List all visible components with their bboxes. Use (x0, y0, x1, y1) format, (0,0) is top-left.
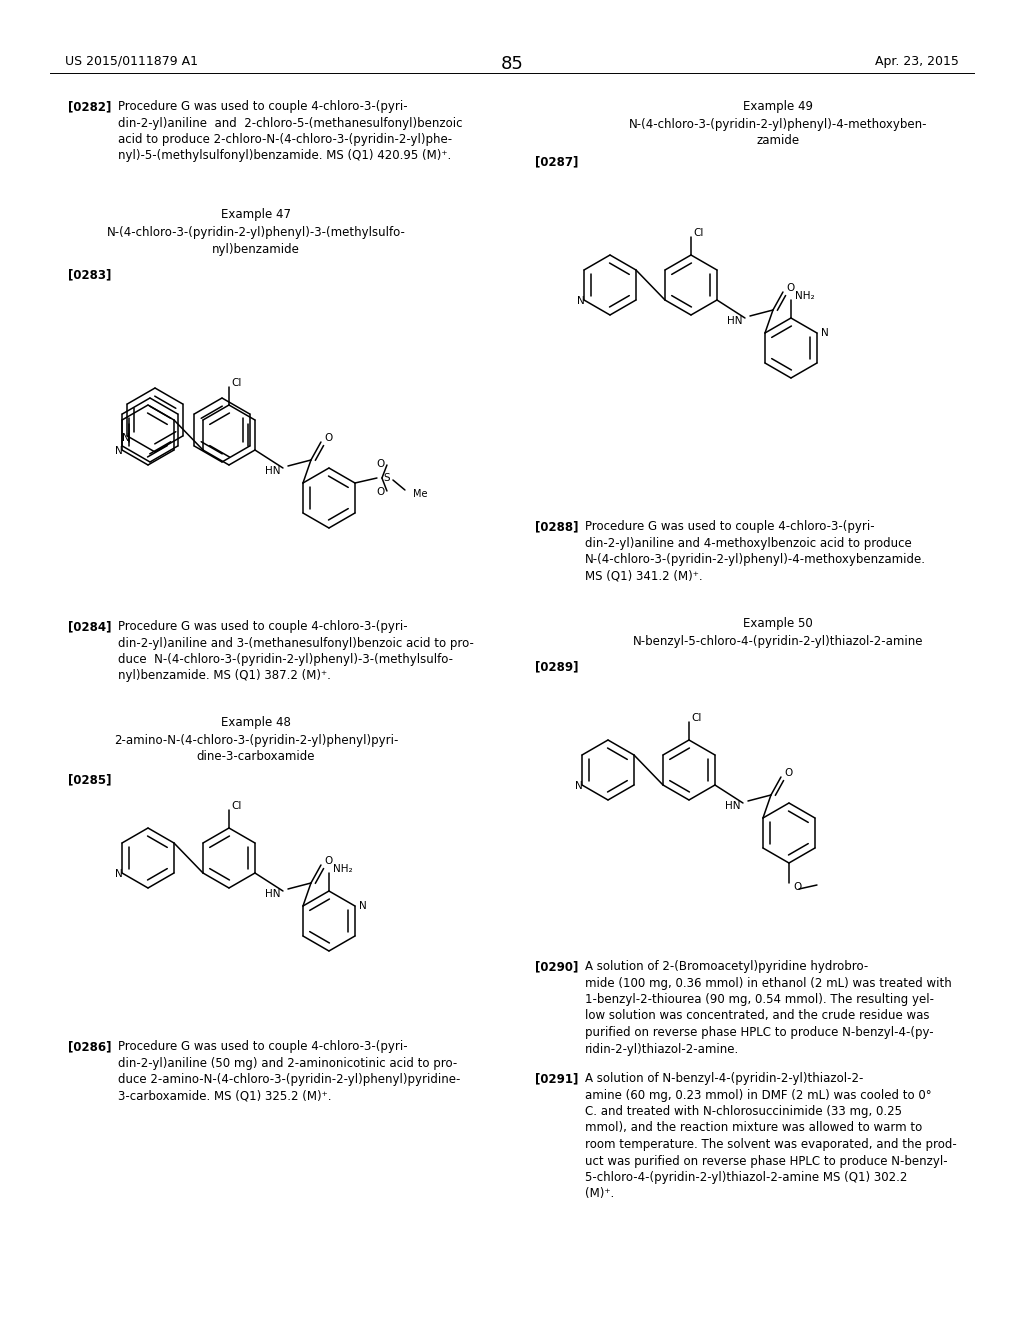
Text: O: O (324, 433, 332, 444)
Text: O: O (324, 855, 332, 866)
Text: Cl: Cl (231, 801, 242, 810)
Text: [0291]: [0291] (535, 1072, 579, 1085)
Text: A solution of 2-(Bromoacetyl)pyridine hydrobro-
mide (100 mg, 0.36 mmol) in etha: A solution of 2-(Bromoacetyl)pyridine hy… (585, 960, 951, 1056)
Text: N: N (575, 781, 583, 791)
Text: [0287]: [0287] (535, 154, 579, 168)
Text: A solution of N-benzyl-4-(pyridin-2-yl)thiazol-2-
amine (60 mg, 0.23 mmol) in DM: A solution of N-benzyl-4-(pyridin-2-yl)t… (585, 1072, 956, 1200)
Text: Apr. 23, 2015: Apr. 23, 2015 (876, 55, 959, 69)
Text: Example 48: Example 48 (221, 715, 291, 729)
Text: N-(4-chloro-3-(pyridin-2-yl)phenyl)-4-methoxyben-
zamide: N-(4-chloro-3-(pyridin-2-yl)phenyl)-4-me… (629, 117, 928, 148)
Text: HN: HN (725, 801, 741, 810)
Text: HN: HN (265, 466, 281, 477)
Text: [0285]: [0285] (68, 774, 112, 785)
Text: Procedure G was used to couple 4-chloro-3-(pyri-
din-2-yl)aniline (50 mg) and 2-: Procedure G was used to couple 4-chloro-… (118, 1040, 461, 1102)
Text: Procedure G was used to couple 4-chloro-3-(pyri-
din-2-yl)aniline  and  2-chloro: Procedure G was used to couple 4-chloro-… (118, 100, 463, 162)
Text: NH₂: NH₂ (333, 865, 352, 874)
Text: Procedure G was used to couple 4-chloro-3-(pyri-
din-2-yl)aniline and 3-(methane: Procedure G was used to couple 4-chloro-… (118, 620, 474, 682)
Text: Example 49: Example 49 (743, 100, 813, 114)
Text: N: N (359, 902, 367, 911)
Text: O: O (377, 459, 385, 469)
Text: O: O (786, 282, 795, 293)
Text: Cl: Cl (231, 378, 242, 388)
Text: N: N (115, 869, 123, 879)
Text: [0282]: [0282] (68, 100, 112, 114)
Text: O: O (793, 882, 801, 892)
Text: [0288]: [0288] (535, 520, 579, 533)
Text: S: S (384, 473, 390, 483)
Text: Cl: Cl (691, 713, 701, 723)
Text: [0284]: [0284] (68, 620, 112, 634)
Text: NH₂: NH₂ (795, 290, 814, 301)
Text: N-benzyl-5-chloro-4-(pyridin-2-yl)thiazol-2-amine: N-benzyl-5-chloro-4-(pyridin-2-yl)thiazo… (633, 635, 924, 648)
Text: HN: HN (727, 315, 743, 326)
Text: 2-amino-N-(4-chloro-3-(pyridin-2-yl)phenyl)pyri-
dine-3-carboxamide: 2-amino-N-(4-chloro-3-(pyridin-2-yl)phen… (114, 734, 398, 763)
Text: N: N (821, 327, 828, 338)
Text: N: N (578, 296, 585, 306)
Text: Example 50: Example 50 (743, 616, 813, 630)
Text: Procedure G was used to couple 4-chloro-3-(pyri-
din-2-yl)aniline and 4-methoxyl: Procedure G was used to couple 4-chloro-… (585, 520, 926, 582)
Text: [0290]: [0290] (535, 960, 579, 973)
Text: N: N (123, 433, 130, 444)
Text: O: O (377, 487, 385, 498)
Text: Example 47: Example 47 (221, 209, 291, 220)
Text: US 2015/0111879 A1: US 2015/0111879 A1 (65, 55, 198, 69)
Text: [0283]: [0283] (68, 268, 112, 281)
Text: N: N (115, 446, 123, 455)
Text: Me: Me (413, 488, 427, 499)
Text: N-(4-chloro-3-(pyridin-2-yl)phenyl)-3-(methylsulfo-
nyl)benzamide: N-(4-chloro-3-(pyridin-2-yl)phenyl)-3-(m… (106, 226, 406, 256)
Text: [0286]: [0286] (68, 1040, 112, 1053)
Text: Cl: Cl (693, 228, 703, 238)
Text: HN: HN (265, 888, 281, 899)
Text: [0289]: [0289] (535, 660, 579, 673)
Text: 85: 85 (501, 55, 523, 73)
Text: O: O (784, 768, 793, 777)
